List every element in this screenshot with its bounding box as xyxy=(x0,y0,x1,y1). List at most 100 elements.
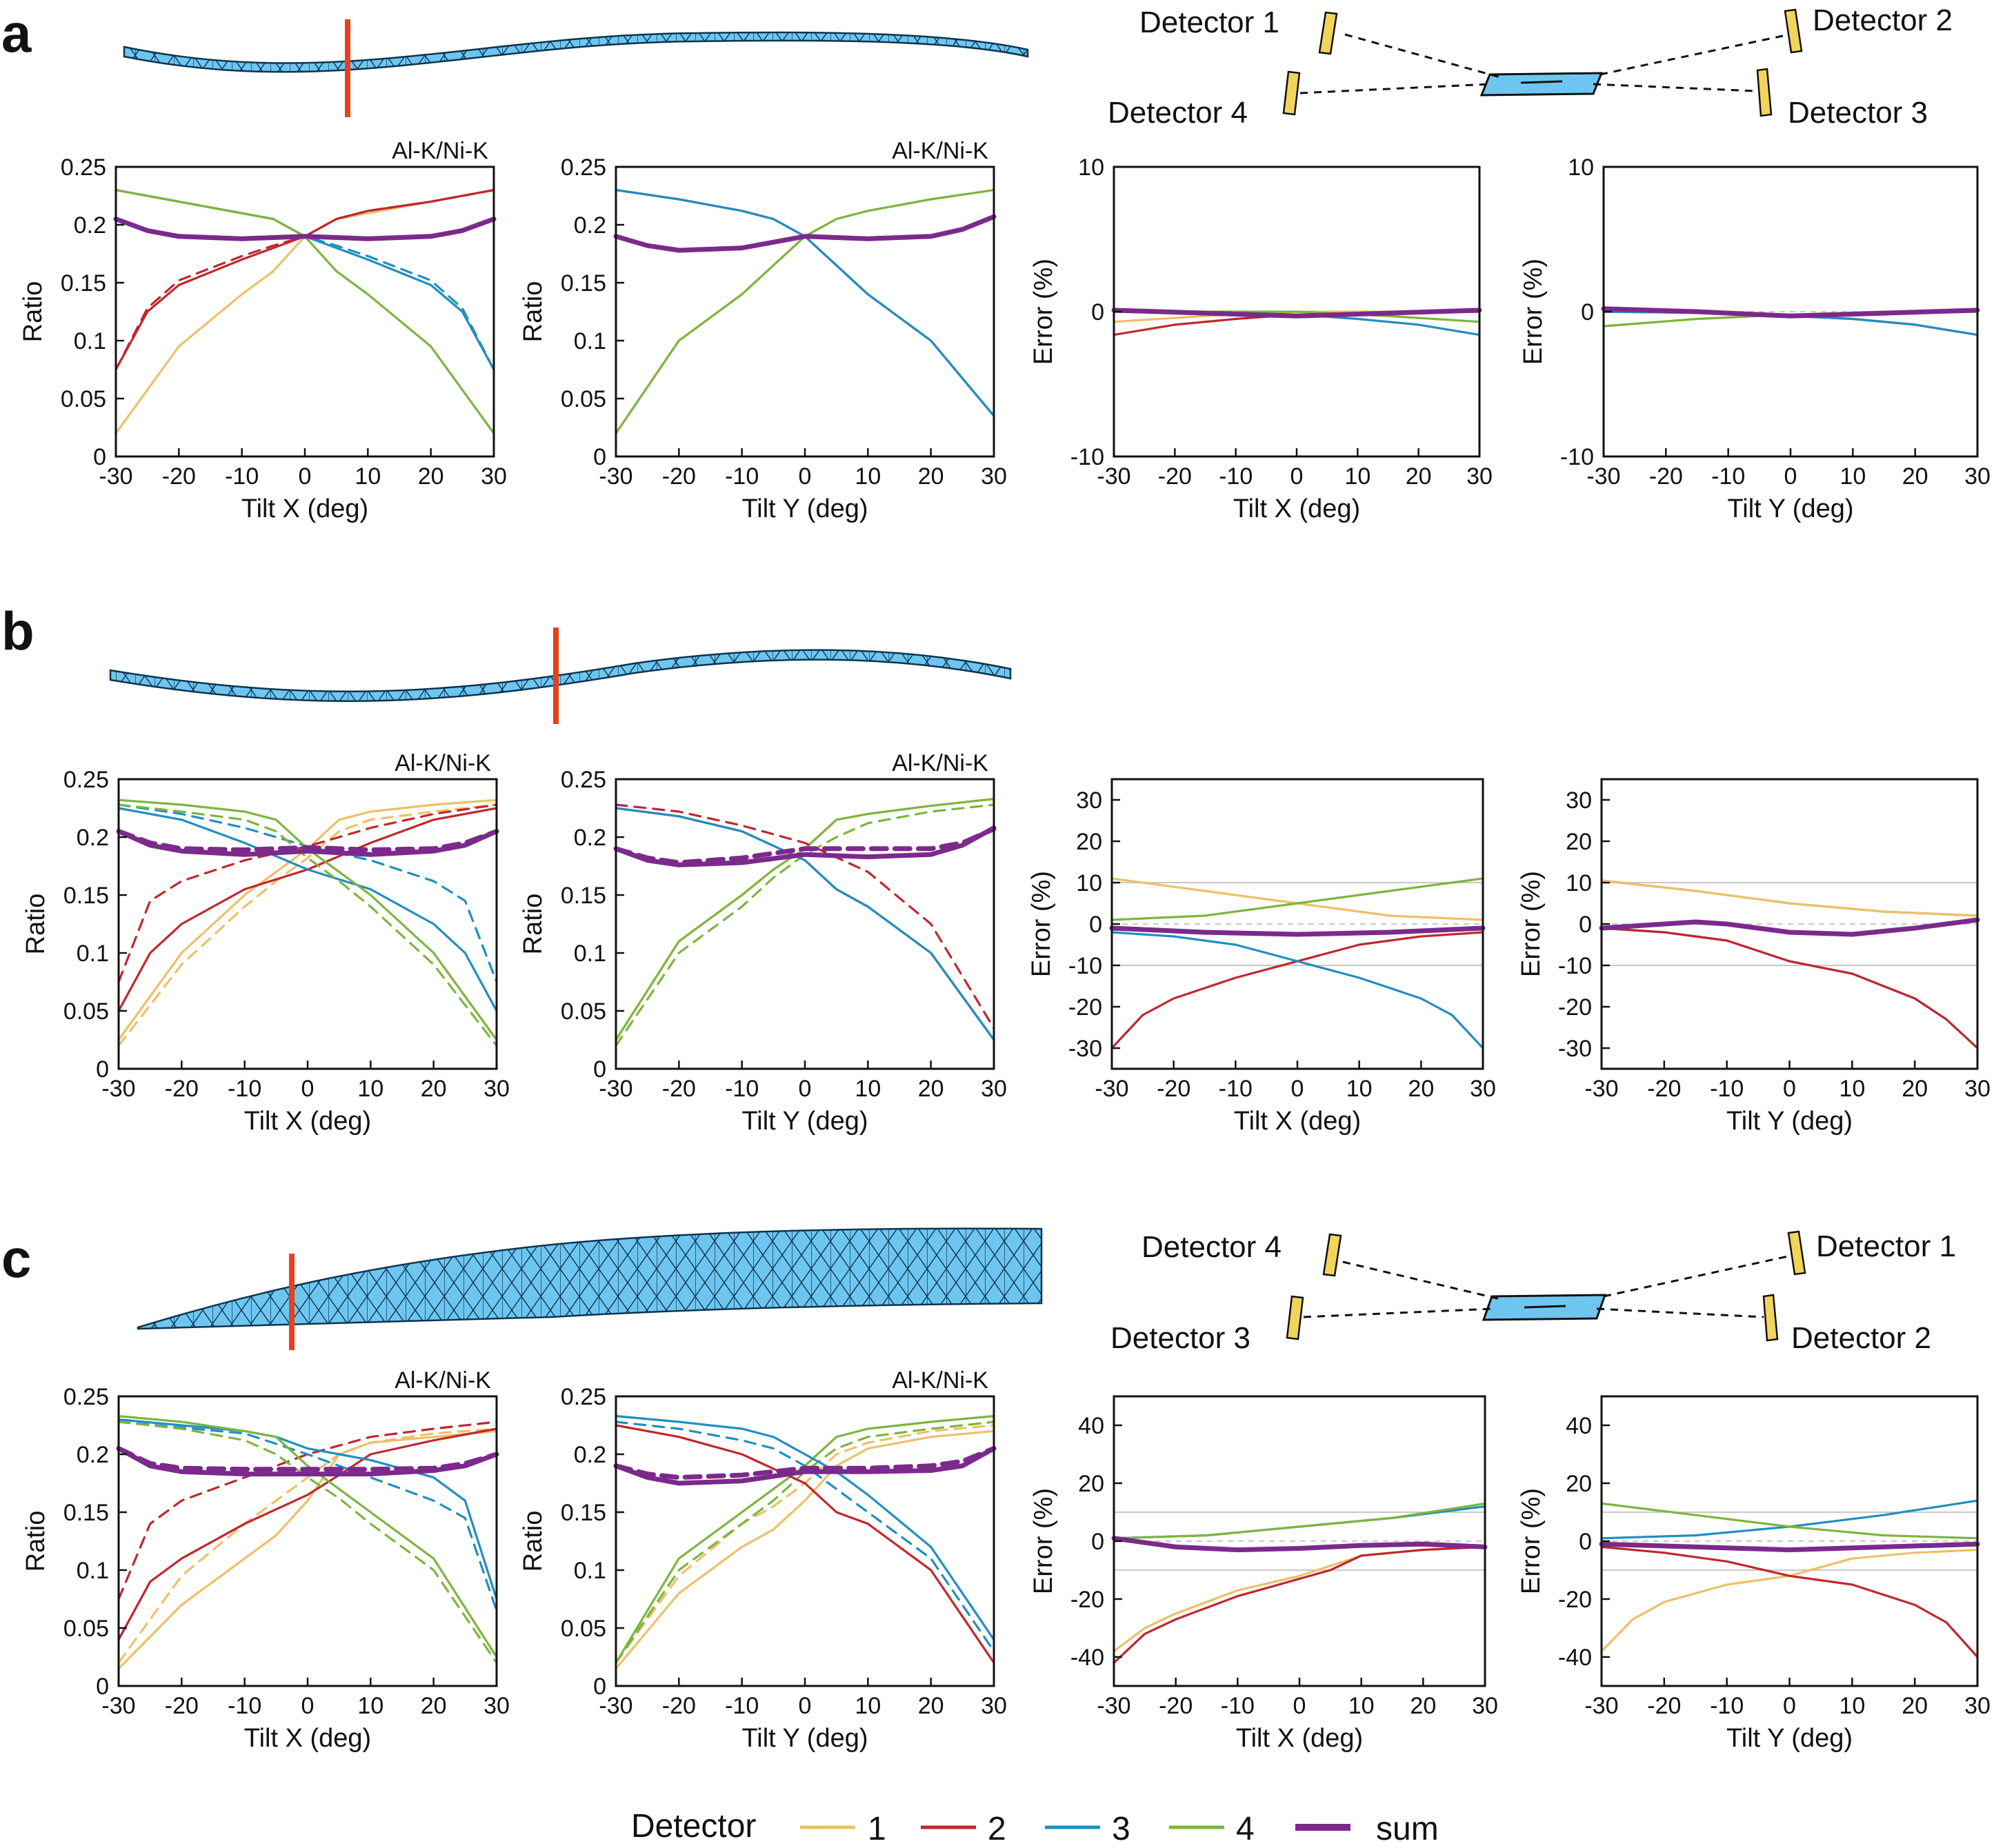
chart-title: Al-K/Ni-K xyxy=(395,750,491,776)
x-tick-label: -20 xyxy=(165,1693,199,1719)
y-tick-label: 0.15 xyxy=(561,1500,606,1526)
cut-marker-c xyxy=(289,1254,295,1350)
cut-marker-b xyxy=(553,627,559,724)
y-tick-label: -10 xyxy=(1558,953,1592,979)
chart-a1: -30 -20 -10 0 10 20 30 0 0.05 0.1 0.15 0.2 0.25 Tilt … xyxy=(19,138,507,523)
x-tick-label: -20 xyxy=(1649,463,1683,490)
chart-b4: -30 -20 -10 0 10 20 30 -30 -20 -10 0 10 20 30 Tilt Y (… xyxy=(1517,778,1991,1136)
series-line-4 xyxy=(615,189,995,434)
series-line-sum xyxy=(613,825,997,867)
series-line-3 xyxy=(117,807,498,1012)
panel-letter-c: c xyxy=(1,1228,31,1289)
series-line-1 xyxy=(615,798,995,1041)
x-tick-label: -10 xyxy=(1710,1693,1744,1719)
detector-4-box xyxy=(1322,1233,1342,1277)
y-tick-label: 0 xyxy=(96,1056,109,1083)
y-tick-label: 0.15 xyxy=(61,270,106,297)
y-tick-label: 0.25 xyxy=(63,1384,109,1410)
specimen-block xyxy=(1479,72,1604,97)
series-line-3-dashed xyxy=(615,1420,995,1653)
y-tick-label: -30 xyxy=(1558,1036,1592,1062)
series-line-2 xyxy=(114,189,495,371)
cut-marker-a xyxy=(345,19,350,117)
series-line-2 xyxy=(1600,1545,1979,1658)
series-line-4-dashed xyxy=(615,1420,995,1664)
y-tick-label: -10 xyxy=(1070,444,1104,470)
y-axis-label: Error (%) xyxy=(1029,259,1058,365)
x-tick-label: 10 xyxy=(1344,463,1370,490)
series-line-1 xyxy=(114,189,495,434)
series-line-4 xyxy=(615,798,995,1041)
series-line-2 xyxy=(1600,927,1979,1049)
chart-a4: -30 -20 -10 0 10 20 30 -10 0 10 Tilt Y (deg) Error … xyxy=(1519,154,1991,523)
series-line-3-dashed xyxy=(117,1420,498,1612)
y-tick-label: 0 xyxy=(593,1674,606,1700)
y-tick-label: 30 xyxy=(1076,787,1102,814)
x-tick-label: 0 xyxy=(1783,1693,1796,1719)
chart-c1: -30 -20 -10 0 10 20 30 0 0.05 0.1 0.15 0.2 0.25 Tilt … xyxy=(21,1367,510,1753)
x-tick-label: 10 xyxy=(855,1693,881,1719)
y-tick-label: 0.15 xyxy=(63,1500,109,1526)
x-tick-label: 10 xyxy=(1839,1693,1865,1719)
y-axis-label: Ratio xyxy=(21,894,50,955)
series-line-4-dashed xyxy=(117,803,498,1047)
chart-title: Al-K/Ni-K xyxy=(892,750,988,776)
x-tick-label: 20 xyxy=(1902,1693,1928,1719)
series-line-1 xyxy=(1600,879,1979,917)
legend-label-4: 4 xyxy=(1236,1811,1255,1847)
series-line-2 xyxy=(117,1427,498,1641)
y-tick-label: -20 xyxy=(1070,1587,1104,1613)
x-tick-label: 20 xyxy=(1902,1076,1928,1102)
x-tick-label: -30 xyxy=(1097,1693,1130,1719)
sample-beam-b xyxy=(109,649,1012,702)
series-line-4 xyxy=(117,1415,498,1658)
x-tick-label: -30 xyxy=(599,1693,632,1719)
series-line-1-dashed xyxy=(117,1427,498,1664)
y-tick-label: 0.15 xyxy=(561,883,606,909)
series-line-sum xyxy=(613,1446,997,1486)
legend-label-1: 1 xyxy=(868,1811,886,1847)
x-tick-label: -30 xyxy=(1586,463,1620,490)
y-tick-label: 0.25 xyxy=(561,767,606,793)
plot-frame xyxy=(615,165,995,458)
y-tick-label: 0.25 xyxy=(63,767,109,793)
series-line-sum-dashed xyxy=(613,826,997,865)
series-line-sum xyxy=(1599,917,1980,937)
y-tick-label: -10 xyxy=(1068,953,1102,979)
y-tick-label: 10 xyxy=(1076,870,1102,896)
y-tick-label: 20 xyxy=(1566,829,1592,855)
y-tick-label: 20 xyxy=(1078,1471,1104,1497)
legend-label-sum: sum xyxy=(1376,1811,1439,1847)
y-tick-label: 30 xyxy=(1566,787,1592,814)
x-axis-label: Tilt X (deg) xyxy=(1234,1107,1361,1136)
y-tick-label: 0.05 xyxy=(63,998,109,1025)
x-axis-label: Tilt Y (deg) xyxy=(1726,1724,1853,1753)
x-tick-label: -20 xyxy=(1158,463,1192,490)
detector-label: Detector 2 xyxy=(1813,3,1953,37)
detector-4-box xyxy=(1282,70,1301,116)
detector-label: Detector 1 xyxy=(1139,6,1279,39)
x-tick-label: 20 xyxy=(918,1076,944,1102)
x-tick-label: 0 xyxy=(1293,1693,1306,1719)
series-line-2-dashed xyxy=(615,803,995,1030)
legend: Detector 1 2 3 4 sum xyxy=(631,1808,1439,1847)
x-axis-label: Tilt X (deg) xyxy=(241,494,368,523)
y-tick-label: 0.2 xyxy=(74,212,106,239)
series-line-2-dashed xyxy=(117,803,498,983)
x-tick-label: -10 xyxy=(725,463,759,490)
x-tick-label: -10 xyxy=(1219,1076,1253,1102)
x-tick-label: 20 xyxy=(1408,1076,1434,1102)
x-tick-label: 20 xyxy=(918,463,944,490)
chart-a2: -30 -20 -10 0 10 20 30 0 0.05 0.1 0.15 0.2 0.25 Tilt … xyxy=(519,138,1007,523)
chart-title: Al-K/Ni-K xyxy=(392,138,488,164)
y-tick-label: 10 xyxy=(1568,154,1594,181)
series-line-3 xyxy=(615,807,995,1041)
sample-cantilever-c xyxy=(137,1227,1043,1330)
x-tick-label: 10 xyxy=(355,463,381,490)
y-tick-label: 0.1 xyxy=(77,941,109,967)
x-tick-label: 10 xyxy=(1840,463,1866,490)
x-tick-label: -10 xyxy=(725,1076,759,1102)
x-tick-label: 0 xyxy=(301,1693,315,1719)
x-tick-label: 10 xyxy=(855,1076,881,1102)
x-tick-label: 0 xyxy=(299,463,312,490)
